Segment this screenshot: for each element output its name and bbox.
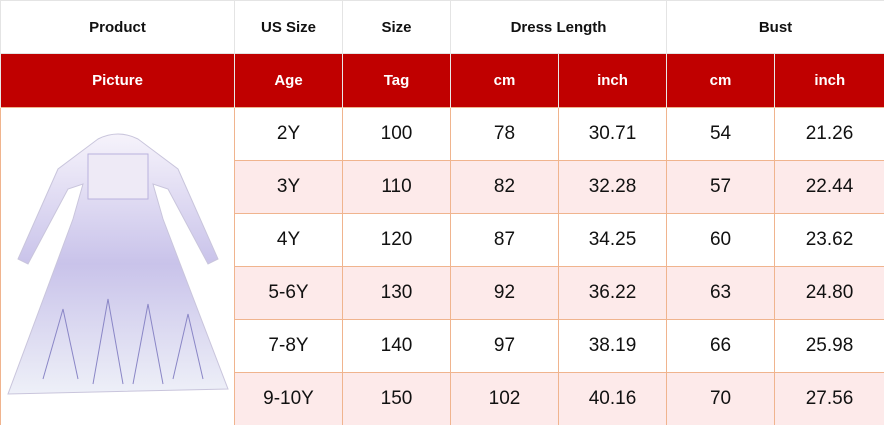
picture-cell xyxy=(0,107,235,425)
header-size: Size xyxy=(342,0,451,54)
header-age: Age xyxy=(234,53,343,108)
cell-age: 3Y xyxy=(234,160,343,214)
header-product: Product xyxy=(0,0,235,54)
cell-bust-cm: 70 xyxy=(666,372,776,425)
table-row: 7-8Y 140 97 38.19 66 25.98 xyxy=(1,319,884,373)
cell-bust-inch: 22.44 xyxy=(774,160,884,214)
table-row: 4Y 120 87 34.25 60 23.62 xyxy=(1,213,884,267)
dress-image xyxy=(6,133,229,395)
cell-length-inch: 40.16 xyxy=(557,372,668,425)
cell-age: 4Y xyxy=(234,213,343,267)
header-bust: Bust xyxy=(666,0,884,54)
cell-bust-inch: 21.26 xyxy=(774,107,884,161)
cell-tag: 140 xyxy=(342,319,451,373)
cell-length-cm: 97 xyxy=(450,319,559,373)
header-tag: Tag xyxy=(342,53,451,108)
header-dress-length: Dress Length xyxy=(449,0,668,54)
cell-bust-inch: 27.56 xyxy=(774,372,884,425)
cell-age: 5-6Y xyxy=(234,266,343,320)
cell-length-inch: 38.19 xyxy=(557,319,668,373)
cell-bust-cm: 57 xyxy=(666,160,776,214)
cell-bust-inch: 25.98 xyxy=(774,319,884,373)
header-bust-inch: inch xyxy=(774,53,884,108)
cell-length-cm: 92 xyxy=(450,266,559,320)
cell-bust-cm: 66 xyxy=(666,319,776,373)
cell-tag: 150 xyxy=(342,372,451,425)
cell-length-inch: 32.28 xyxy=(557,160,668,214)
cell-length-inch: 36.22 xyxy=(557,266,668,320)
header-row-2: Picture Age Tag cm inch cm inch xyxy=(0,53,884,108)
cell-bust-cm: 63 xyxy=(666,266,776,320)
cell-tag: 110 xyxy=(342,160,451,214)
cell-tag: 120 xyxy=(342,213,451,267)
cell-age: 7-8Y xyxy=(234,319,343,373)
cell-length-cm: 87 xyxy=(450,213,559,267)
cell-length-cm: 102 xyxy=(450,372,559,425)
table-row: 2Y 100 78 30.71 54 21.26 xyxy=(0,107,884,425)
cell-age: 2Y xyxy=(234,107,343,161)
table-row: 5-6Y 130 92 36.22 63 24.80 xyxy=(1,266,884,320)
cell-length-inch: 30.71 xyxy=(557,107,668,161)
header-length-cm: cm xyxy=(450,53,559,108)
cell-length-cm: 82 xyxy=(450,160,559,214)
cell-age: 9-10Y xyxy=(234,372,343,425)
cell-bust-cm: 54 xyxy=(666,107,776,161)
cell-bust-cm: 60 xyxy=(666,213,776,267)
cell-bust-inch: 23.62 xyxy=(774,213,884,267)
cell-bust-inch: 24.80 xyxy=(774,266,884,320)
header-length-inch: inch xyxy=(557,53,667,108)
cell-length-inch: 34.25 xyxy=(557,213,668,267)
table-row: 9-10Y 150 102 40.16 70 27.56 xyxy=(1,372,884,425)
header-us-size: US Size xyxy=(234,0,343,54)
header-row-1: Product US Size Size Dress Length Bust xyxy=(0,0,884,54)
cell-tag: 100 xyxy=(342,107,451,161)
table-row: 3Y 110 82 32.28 57 22.44 xyxy=(1,160,884,214)
header-bust-cm: cm xyxy=(666,53,775,108)
cell-tag: 130 xyxy=(342,266,451,320)
header-picture: Picture xyxy=(0,53,235,108)
cell-length-cm: 78 xyxy=(450,107,559,161)
